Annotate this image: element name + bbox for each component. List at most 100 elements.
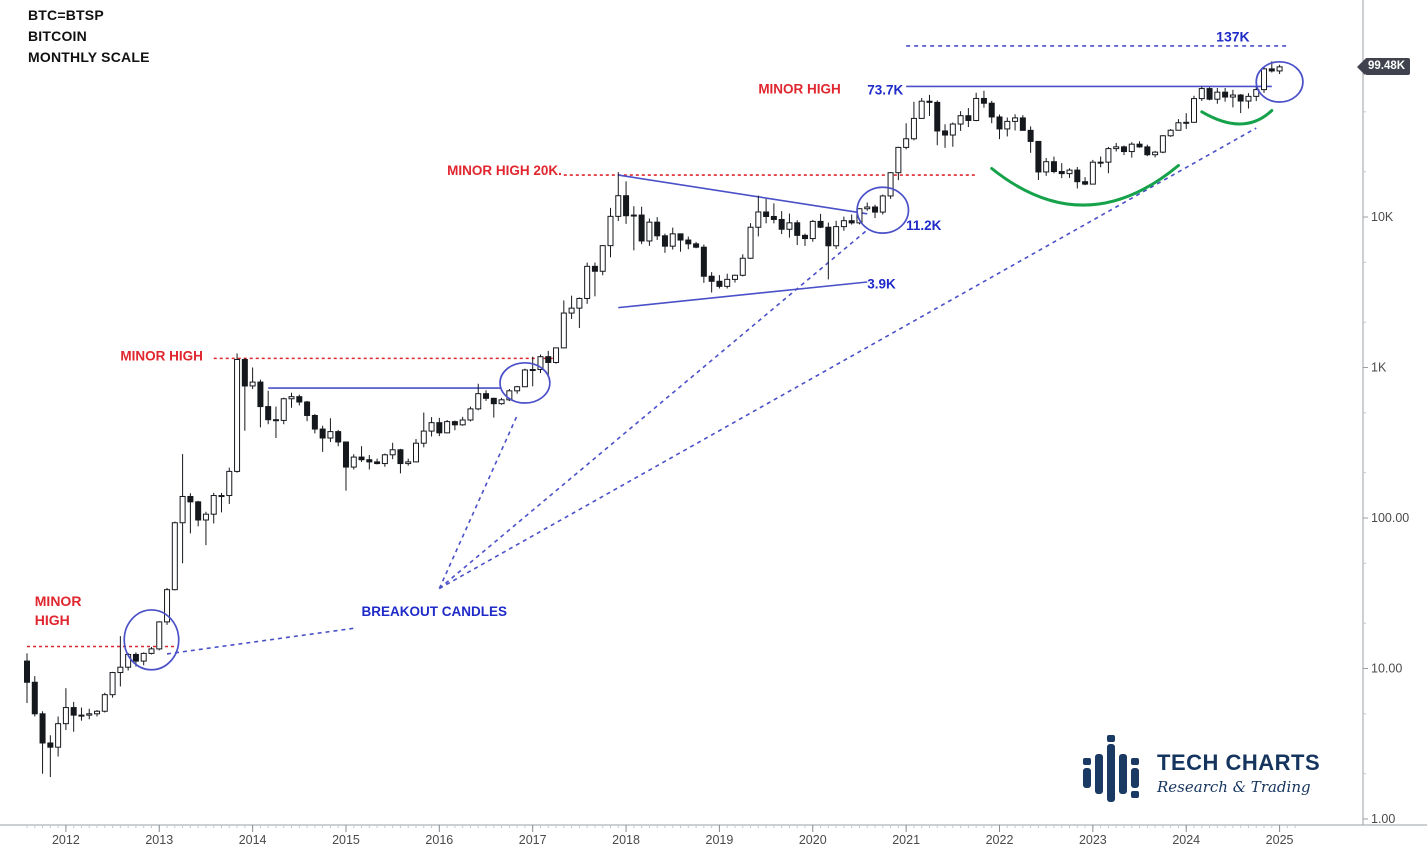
candle	[397, 449, 404, 465]
candlestick-bars-logo-icon	[1083, 735, 1141, 804]
logo-subtitle: Research & Trading	[1157, 778, 1311, 796]
candle	[1152, 151, 1159, 156]
candle	[630, 214, 637, 217]
candle	[132, 653, 139, 662]
candle	[910, 117, 917, 140]
candle	[685, 239, 692, 245]
candle	[1019, 117, 1026, 131]
candle	[366, 459, 373, 463]
candle	[942, 130, 949, 136]
candle	[420, 430, 427, 444]
candle	[537, 356, 544, 370]
last-price-value: 99.48K	[1365, 58, 1411, 76]
minor-high-20k-label: MINOR HIGH 20K.	[447, 163, 562, 178]
candle	[1214, 91, 1221, 100]
candle	[62, 707, 69, 725]
candlestick-series	[24, 61, 1283, 778]
candle	[70, 707, 77, 716]
candle	[895, 146, 902, 174]
candle	[296, 396, 303, 403]
y-tick-label: 1.00	[1371, 812, 1395, 826]
level-11-2k-label: 11.2K	[906, 218, 942, 233]
candle	[980, 97, 987, 104]
candle	[646, 221, 653, 242]
candle	[1237, 94, 1244, 102]
candle	[1066, 169, 1073, 175]
candle	[825, 226, 832, 247]
candle	[288, 396, 295, 400]
logo-title: TECH CHARTS	[1157, 750, 1321, 775]
candle	[568, 307, 575, 314]
candle	[545, 356, 552, 363]
candle	[490, 397, 497, 405]
candle	[506, 390, 513, 401]
candle	[724, 278, 731, 287]
candle	[560, 312, 567, 349]
candle	[1198, 88, 1205, 100]
candle	[1035, 140, 1042, 173]
annotation-lines	[27, 45, 1288, 655]
candle	[304, 401, 311, 416]
x-axis[interactable]: 2012 2013 2014 2015 2016 2017 2018 2019 2020 2021…	[0, 824, 1427, 847]
candle	[101, 694, 108, 712]
candle	[1089, 161, 1096, 185]
candle	[903, 138, 910, 148]
candle	[1206, 88, 1213, 100]
candle	[623, 195, 630, 217]
candle	[241, 359, 248, 387]
candle	[1043, 161, 1050, 173]
candle	[802, 234, 808, 240]
candle	[358, 456, 365, 461]
candle	[1191, 98, 1197, 123]
candle	[700, 246, 707, 277]
candle	[747, 226, 754, 259]
candle	[584, 265, 591, 299]
candle	[257, 381, 264, 408]
candle	[770, 215, 777, 220]
candle	[654, 221, 661, 237]
candle	[1229, 94, 1236, 98]
candle	[661, 235, 668, 247]
candle	[926, 100, 933, 103]
timeframe-label: MONTHLY SCALE	[28, 49, 150, 65]
candle	[39, 713, 46, 744]
breakout-circle-2012	[123, 609, 180, 671]
candle	[957, 115, 964, 125]
candle	[739, 257, 746, 276]
level-137k-label: 137K	[1216, 29, 1249, 45]
candle	[1097, 161, 1104, 164]
candle	[249, 381, 256, 387]
candle	[311, 414, 318, 430]
x-tick-label: 2020	[799, 833, 827, 847]
candle	[1183, 121, 1190, 124]
breakout-circle-2024	[1255, 60, 1304, 103]
level-73-7k-label: 73.7K	[867, 83, 903, 98]
candle	[1175, 122, 1182, 131]
candle	[24, 660, 30, 683]
candle	[1128, 143, 1135, 153]
candle	[1276, 66, 1283, 72]
candle	[1144, 146, 1151, 156]
candle	[210, 495, 217, 515]
candle	[171, 522, 178, 591]
candle	[1004, 120, 1011, 130]
rounding-bottom-2022-2023	[990, 163, 1180, 207]
candle	[86, 713, 93, 716]
x-tick-label: 2019	[706, 833, 734, 847]
candle	[763, 211, 770, 217]
candle	[319, 428, 326, 439]
candle	[809, 220, 816, 240]
candle	[272, 419, 279, 422]
candle	[553, 347, 560, 363]
candle	[195, 501, 202, 521]
candle	[840, 220, 847, 228]
candle	[521, 369, 528, 388]
techcharts-logo: TECH CHARTS Research & Trading	[1083, 735, 1321, 804]
candle	[47, 742, 54, 748]
candle	[817, 220, 824, 228]
x-tick-label: 2016	[425, 833, 453, 847]
pointer-to-2012-breakout	[166, 627, 354, 655]
y-axis[interactable]: 10K 1K 100.00 10.00 1.00	[1362, 0, 1409, 826]
minor-high-2013-label: MINOR HIGH	[120, 348, 203, 363]
